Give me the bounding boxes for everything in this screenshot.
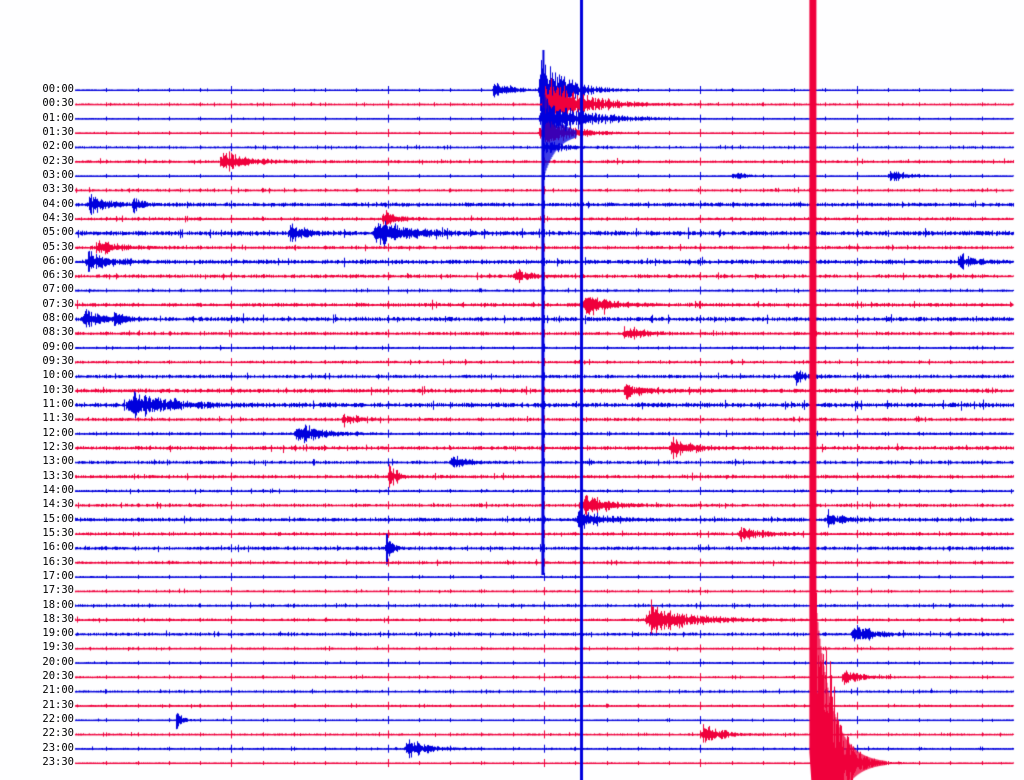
time-label-2230: 22:30 [42,727,74,740]
time-label-0130: 01:30 [42,125,74,138]
time-label-1130: 11:30 [42,412,74,425]
time-label-1030: 10:30 [42,383,74,396]
time-label-0530: 05:30 [42,240,74,253]
time-label-1100: 11:00 [42,398,74,411]
time-label-0830: 08:30 [42,326,74,339]
time-label-1830: 18:30 [42,612,74,625]
time-label-1230: 12:30 [42,441,74,453]
time-label-1800: 18:00 [42,598,74,611]
time-label-0930: 09:30 [42,355,74,368]
time-label-0700: 07:00 [42,283,74,296]
time-label-1730: 17:30 [42,584,74,597]
time-label-0230: 02:30 [42,154,74,167]
time-label-0300: 03:00 [42,168,74,181]
time-label-0600: 06:00 [42,254,74,267]
time-label-0200: 02:00 [42,140,74,153]
time-label-1300: 13:00 [42,455,74,468]
time-label-0000: 00:00 [42,83,74,95]
time-label-2030: 20:30 [42,670,74,683]
time-label-0800: 08:00 [42,312,74,325]
time-label-1630: 16:30 [42,555,74,568]
time-label-1330: 13:30 [42,469,74,482]
time-label-1900: 19:00 [42,627,74,640]
time-label-0430: 04:30 [42,211,74,224]
time-label-1400: 14:00 [42,483,74,496]
time-label-1930: 19:30 [42,641,74,654]
time-label-0500: 05:00 [42,226,74,239]
time-label-1200: 12:00 [42,426,74,439]
time-label-2100: 21:00 [42,684,74,697]
time-label-2200: 22:00 [42,713,74,726]
time-label-2330: 23:30 [42,756,74,769]
time-label-0400: 04:00 [42,197,74,210]
time-label-0730: 07:30 [42,297,74,310]
time-label-0030: 00:30 [42,97,74,110]
time-label-1500: 15:00 [42,512,74,525]
time-label-0330: 03:30 [42,183,74,196]
time-label-0100: 01:00 [42,111,74,124]
time-label-1530: 15:30 [42,526,74,539]
time-label-2000: 20:00 [42,655,74,668]
time-label-1000: 10:00 [42,369,74,382]
time-label-0900: 09:00 [42,340,74,353]
time-label-2300: 23:00 [42,741,74,754]
time-label-1600: 16:00 [42,541,74,554]
time-label-1430: 14:30 [42,498,74,511]
time-label-1700: 17:00 [42,569,74,582]
time-label-2130: 21:30 [42,698,74,711]
time-label-0630: 06:30 [42,269,74,282]
